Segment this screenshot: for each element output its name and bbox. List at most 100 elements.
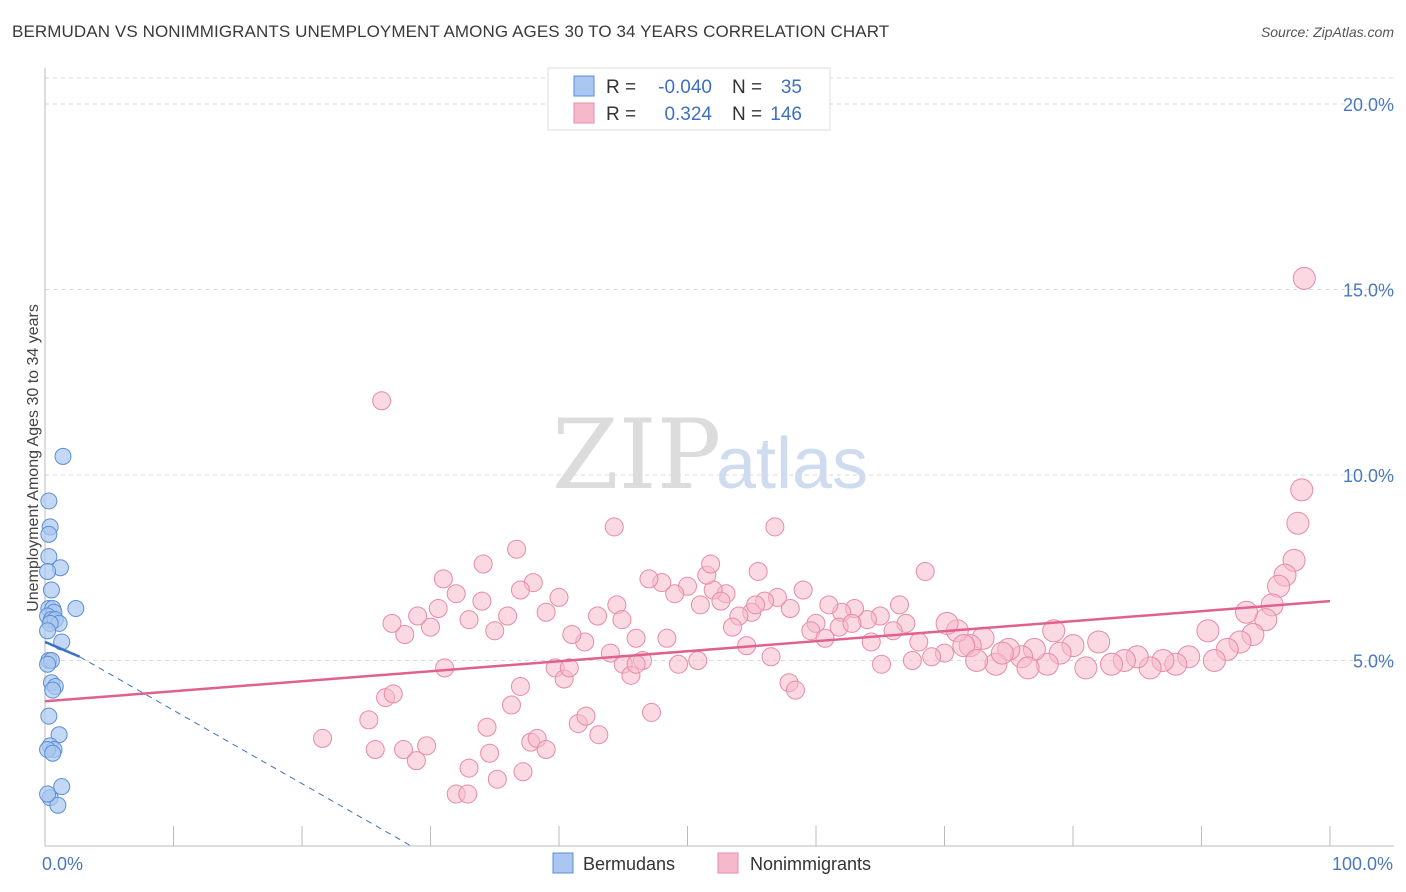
y-axis-label: Unemployment Among Ages 30 to 34 years bbox=[25, 304, 42, 612]
nonimmigrants-point bbox=[883, 621, 903, 641]
nonimmigrants-point bbox=[902, 650, 922, 670]
bottom-legend: Bermudans Nonimmigrants bbox=[552, 852, 871, 874]
nonimmigrants-point bbox=[487, 769, 507, 789]
trend-lines bbox=[44, 599, 1331, 847]
nonimmigrants-point bbox=[890, 595, 910, 615]
legend-box bbox=[547, 67, 831, 131]
nonimmigrants-point bbox=[313, 728, 333, 748]
nonimmigrants-point bbox=[746, 595, 766, 615]
nonimmigrants-point bbox=[922, 647, 942, 667]
bermudans-point bbox=[39, 655, 57, 673]
nonimmigrants-point bbox=[1234, 600, 1258, 624]
nonimmigrants-point bbox=[498, 606, 518, 626]
nonimmigrants-point bbox=[1202, 648, 1226, 672]
nonimmigrants-point bbox=[626, 654, 646, 674]
nonimmigrants-point bbox=[372, 391, 392, 411]
nonimmigrants-point bbox=[421, 617, 440, 637]
bermudans-point bbox=[39, 785, 57, 803]
chart-title: BERMUDAN VS NONIMMIGRANTS UNEMPLOYMENT A… bbox=[12, 22, 890, 41]
bermudans-point bbox=[39, 562, 57, 580]
nonimmigrants-point bbox=[915, 561, 935, 581]
nonimmigrants-point bbox=[600, 643, 620, 663]
nonimmigrants-point bbox=[435, 658, 455, 678]
nonimmigrants-point bbox=[549, 587, 569, 607]
nonimmigrants-point bbox=[536, 602, 556, 622]
nonimmigrants-point bbox=[935, 611, 959, 635]
bermudans-trend-line bbox=[44, 640, 81, 658]
nonimmigrants-point bbox=[1100, 652, 1124, 676]
nonimmigrants-point bbox=[588, 606, 608, 626]
nonimmigrants-point bbox=[842, 613, 862, 633]
nonimmigrants-point bbox=[952, 634, 976, 658]
nonimmigrants-point bbox=[562, 625, 582, 645]
nonimmigrants-point bbox=[909, 632, 929, 652]
bermudans-point bbox=[40, 492, 58, 510]
grid-lines bbox=[45, 77, 1394, 661]
nonimmigrants-point bbox=[639, 569, 659, 589]
bermudans-point bbox=[67, 600, 85, 618]
bermudans-point bbox=[40, 707, 58, 725]
nonimmigrants-point bbox=[394, 740, 414, 760]
nonimmigrants-point bbox=[1074, 656, 1098, 680]
nonimmigrants-point bbox=[965, 648, 989, 672]
nonimmigrants-point bbox=[477, 717, 497, 737]
y-tick-label: 10.0% bbox=[1343, 466, 1394, 486]
legend-r-value-blue: -0.040 bbox=[658, 77, 712, 98]
source-label: Source: ZipAtlas.com bbox=[1260, 24, 1394, 40]
nonimmigrants-point bbox=[433, 569, 453, 589]
nonimmigrants-point bbox=[459, 758, 479, 778]
nonimmigrants-point bbox=[780, 599, 800, 619]
bottom-legend-swatch-bermudans bbox=[552, 852, 574, 874]
nonimmigrants-point bbox=[785, 680, 805, 700]
nonimmigrants-point bbox=[383, 684, 403, 704]
nonimmigrants-trend-line bbox=[44, 599, 1331, 703]
nonimmigrants-point bbox=[446, 584, 466, 604]
nonimmigrants-point bbox=[510, 676, 530, 696]
y-tick-label: 5.0% bbox=[1353, 651, 1394, 671]
nonimmigrants-point bbox=[701, 554, 721, 574]
legend-r-label-blue: R = bbox=[606, 77, 636, 98]
nonimmigrants-point bbox=[458, 784, 478, 804]
nonimmigrants-point bbox=[665, 584, 685, 604]
bermudans-point bbox=[53, 778, 71, 796]
bottom-legend-label-bermudans: Bermudans bbox=[583, 854, 675, 874]
x-tick-labels: 0.0% 100.0% bbox=[42, 854, 1393, 874]
legend-n-value-blue: 35 bbox=[781, 77, 802, 98]
nonimmigrants-point bbox=[473, 554, 493, 574]
nonimmigrants-point bbox=[559, 658, 579, 678]
legend: R = -0.040 N = 35 R = 0.324 N = 146 bbox=[547, 67, 831, 131]
nonimmigrants-point bbox=[513, 762, 533, 782]
nonimmigrants-point bbox=[501, 695, 521, 715]
legend-r-label-pink: R = bbox=[606, 104, 636, 125]
nonimmigrants-point bbox=[612, 610, 632, 630]
legend-n-value-pink: 146 bbox=[770, 104, 802, 125]
nonimmigrants-point bbox=[408, 606, 428, 626]
nonimmigrants-point bbox=[990, 641, 1014, 665]
bermudans-point bbox=[50, 726, 68, 744]
nonimmigrants-point bbox=[459, 610, 479, 630]
legend-n-label-pink: N = bbox=[732, 104, 762, 125]
nonimmigrants-point bbox=[472, 591, 492, 611]
bottom-legend-swatch-nonimmigrants bbox=[717, 852, 739, 874]
nonimmigrants-point bbox=[604, 517, 624, 537]
nonimmigrants-point bbox=[589, 725, 609, 745]
nonimmigrants-point bbox=[1042, 619, 1066, 643]
nonimmigrants-point bbox=[761, 647, 781, 667]
nonimmigrants-point bbox=[359, 710, 379, 730]
nonimmigrants-point bbox=[395, 625, 415, 645]
bottom-legend-label-nonimmigrants: Nonimmigrants bbox=[750, 854, 871, 874]
bermudans-point bbox=[40, 525, 58, 543]
legend-swatch-blue bbox=[573, 75, 595, 97]
nonimmigrants-point bbox=[626, 628, 646, 648]
nonimmigrants-point bbox=[815, 628, 835, 648]
nonimmigrants-point bbox=[382, 613, 402, 633]
y-tick-label: 15.0% bbox=[1343, 280, 1394, 300]
nonimmigrants-points bbox=[313, 266, 1316, 804]
nonimmigrants-point bbox=[485, 621, 505, 641]
nonimmigrants-point bbox=[793, 580, 813, 600]
nonimmigrants-point bbox=[576, 706, 596, 726]
nonimmigrants-point bbox=[1292, 266, 1316, 290]
bermudans-point bbox=[44, 681, 62, 699]
nonimmigrants-point bbox=[406, 751, 426, 771]
nonimmigrants-point bbox=[765, 517, 785, 537]
